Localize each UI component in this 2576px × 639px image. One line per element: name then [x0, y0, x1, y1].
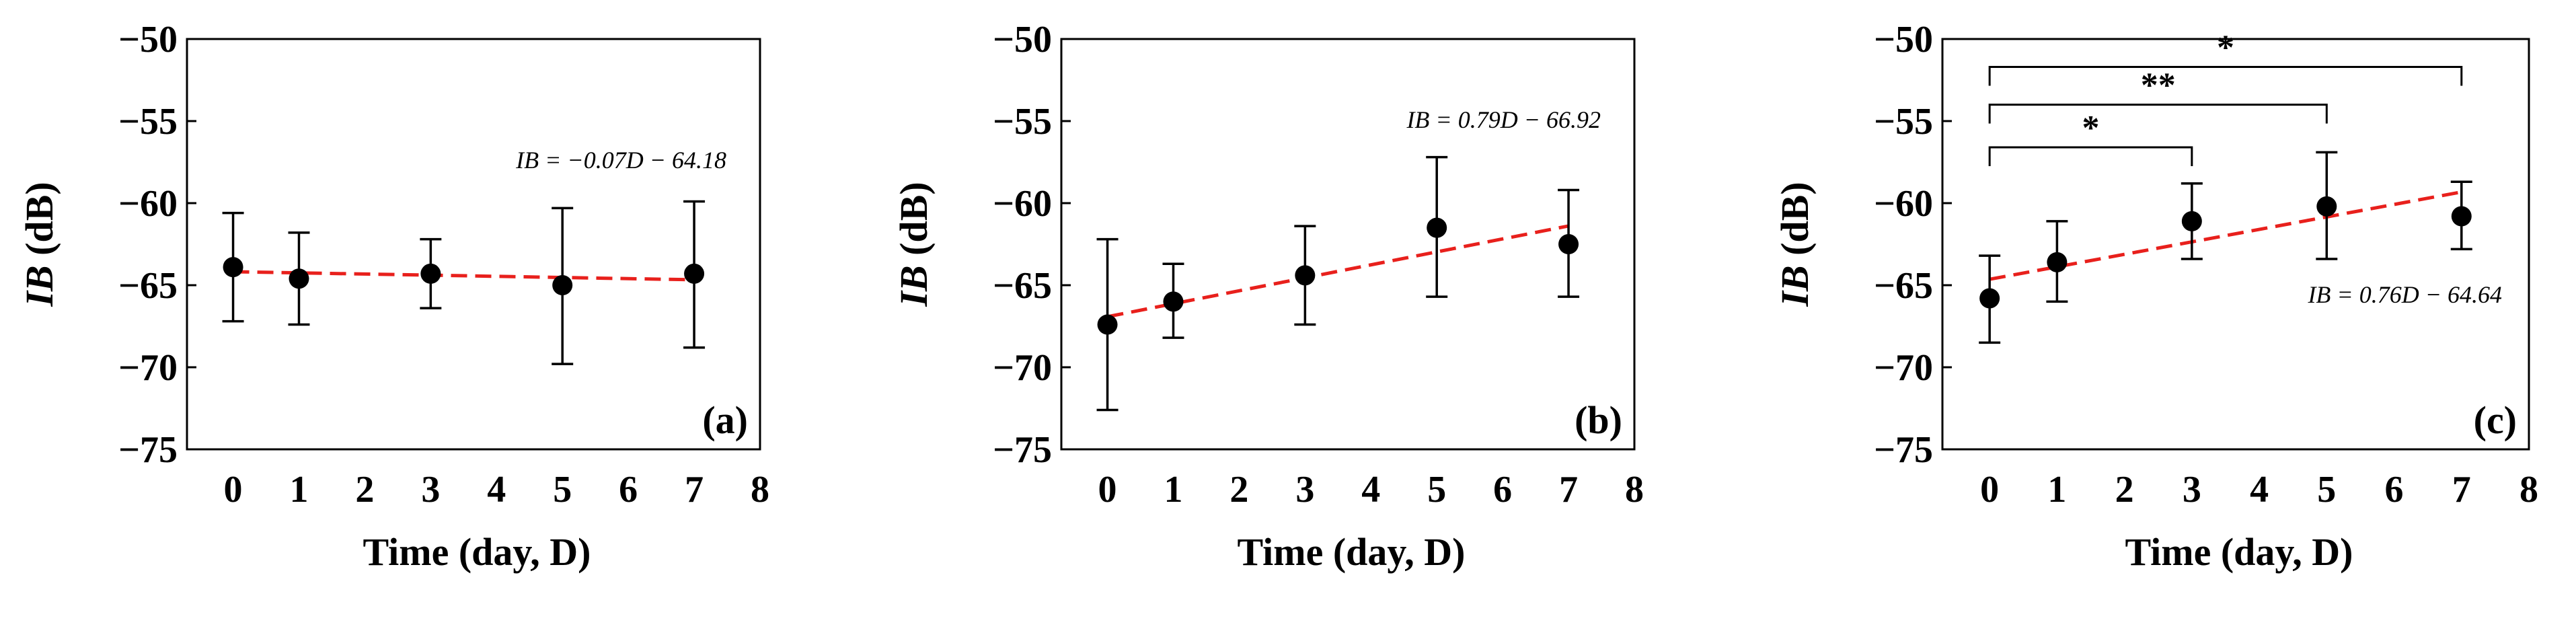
data-point [1163, 291, 1184, 312]
x-tick-label: 6 [2385, 469, 2404, 511]
plot-frame [186, 38, 761, 451]
x-tick-label: 3 [1295, 469, 1314, 511]
data-point [420, 263, 441, 284]
data-point [289, 268, 309, 289]
data-point [552, 275, 573, 295]
plot-frame [1060, 38, 1636, 451]
x-tick-label: 8 [1625, 469, 1644, 511]
y-tick-label: −65 [118, 265, 178, 307]
x-tick-label: 4 [487, 469, 506, 511]
y-tick-label: −70 [1874, 347, 1933, 389]
fit-line [233, 270, 695, 282]
significance-bracket [1988, 104, 2328, 124]
x-tick-label: 1 [2047, 469, 2066, 511]
significance-label: * [2217, 28, 2234, 67]
y-tick-label: −75 [118, 429, 178, 471]
x-tick-label: 6 [1493, 469, 1512, 511]
data-point [1427, 217, 1447, 238]
panel-c: −50 −55 −60 −65 −70 −75 0 1 2 3 4 5 6 7 8 Time (day, D)… [1773, 19, 2538, 574]
y-axis-title: IB (dB) [1773, 182, 1817, 307]
x-tick-label: 7 [2452, 469, 2471, 511]
data-point [2451, 206, 2472, 227]
y-tick-label: −70 [118, 347, 178, 389]
x-tick-label: 5 [1427, 469, 1446, 511]
x-tick-label: 7 [685, 469, 704, 511]
fit-equation: IB = 0.76D − 64.64 [2307, 281, 2502, 308]
fit-equation: IB = 0.79D − 66.92 [1406, 106, 1601, 133]
x-axis-title: Time (day, D) [363, 530, 591, 574]
x-tick-label: 1 [289, 469, 308, 511]
x-tick-label: 1 [1164, 469, 1182, 511]
y-tick-label: −55 [1874, 101, 1933, 143]
x-tick-label: 8 [751, 469, 769, 511]
x-tick-label: 5 [553, 469, 572, 511]
panel-a: −50 −55 −60 −65 −70 −75 0 1 2 3 4 5 6 7 8 Time (day, D)… [17, 19, 769, 574]
y-tick-label: −50 [1874, 19, 1933, 61]
panel-label: (c) [2474, 398, 2517, 442]
y-tick-label: −65 [1874, 265, 1933, 307]
data-point [2181, 211, 2202, 231]
data-point [1295, 265, 1316, 286]
x-tick-label: 3 [2183, 469, 2201, 511]
significance-bracket [1988, 65, 2463, 86]
fit-line [1107, 224, 1569, 319]
x-tick-label: 3 [421, 469, 440, 511]
x-tick-label: 8 [2520, 469, 2538, 511]
x-tick-label: 5 [2317, 469, 2336, 511]
x-tick-label: 0 [224, 469, 243, 511]
y-axis-title: IB (dB) [892, 182, 936, 307]
significance-label: ** [2141, 67, 2176, 105]
significance-label: * [2082, 109, 2100, 147]
x-tick-label: 6 [619, 469, 638, 511]
y-tick-label: −50 [993, 19, 1052, 61]
data-point [2316, 196, 2337, 217]
y-tick-label: −55 [118, 101, 178, 143]
x-tick-label: 7 [1559, 469, 1578, 511]
data-point [684, 263, 705, 284]
x-tick-label: 2 [1229, 469, 1248, 511]
y-tick-label: −75 [1874, 429, 1933, 471]
y-tick-label: −55 [993, 101, 1052, 143]
y-tick-label: −65 [993, 265, 1052, 307]
panel-label: (b) [1575, 398, 1622, 442]
significance-bracket [1988, 146, 2193, 167]
x-tick-label: 4 [1361, 469, 1380, 511]
panel-b: −50 −55 −60 −65 −70 −75 0 1 2 3 4 5 6 7 8 Time (day, D)… [892, 19, 1644, 574]
y-tick-label: −50 [118, 19, 178, 61]
x-tick-label: 0 [1980, 469, 1999, 511]
y-tick-label: −70 [993, 347, 1052, 389]
data-point [1097, 314, 1118, 335]
plot-frame [1941, 38, 2530, 451]
x-axis-title: Time (day, D) [2125, 530, 2353, 574]
data-point [2047, 252, 2068, 272]
data-point [1558, 234, 1579, 254]
x-tick-label: 2 [2115, 469, 2134, 511]
panel-label: (a) [702, 398, 748, 442]
x-axis-title: Time (day, D) [1238, 530, 1466, 574]
x-tick-label: 4 [2250, 469, 2269, 511]
y-axis-title: IB (dB) [17, 182, 61, 307]
y-tick-label: −75 [993, 429, 1052, 471]
fit-line [1989, 190, 2462, 281]
y-tick-label: −60 [1874, 183, 1933, 225]
y-tick-label: −60 [993, 183, 1052, 225]
x-tick-label: 0 [1098, 469, 1117, 511]
data-point [223, 257, 243, 278]
data-point [1979, 288, 2000, 309]
fit-equation: IB = −0.07D − 64.18 [515, 147, 726, 174]
y-tick-label: −60 [118, 183, 178, 225]
x-tick-label: 2 [355, 469, 374, 511]
